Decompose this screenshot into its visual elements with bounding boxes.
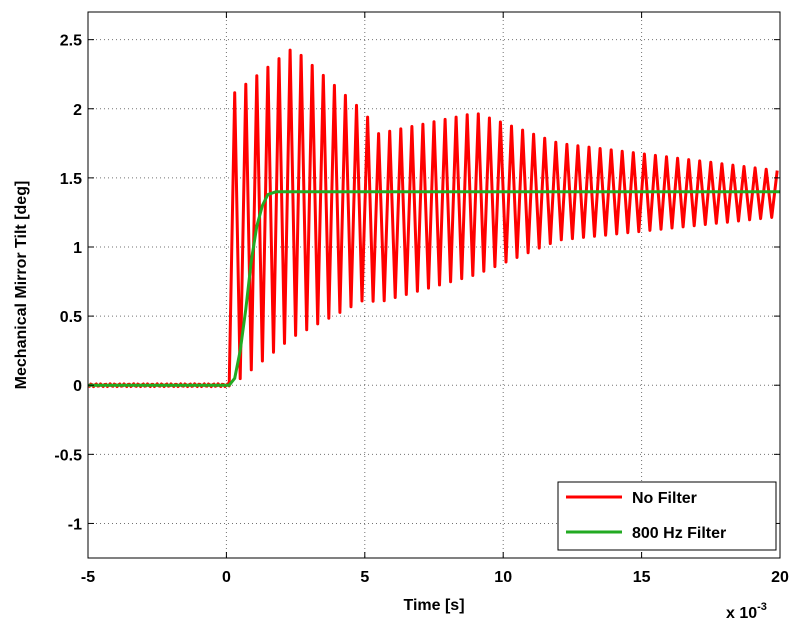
legend-box [557,481,777,551]
x-axis-label: Time [s] [403,597,464,614]
plot-frame [87,11,781,559]
series-line-800hz-filter [88,190,780,387]
y-tick-label: 0.5 [60,309,82,326]
y-tick-label: 2 [73,102,82,119]
x-axis-multiplier-exponent: -3 [757,601,767,613]
x-tick-label: 15 [633,569,651,586]
y-tick-label: 0 [73,378,82,395]
legend-label-no-filter: No Filter [632,490,697,507]
x-tick-label: -5 [81,569,95,586]
series-layer [87,48,780,389]
y-tick-label: -0.5 [54,447,82,464]
y-axis-label: Mechanical Mirror Tilt [deg] [13,181,30,390]
y-tick-label: 1 [73,240,82,257]
y-tick-label: 1.5 [60,171,82,188]
x-axis-multiplier: x 10-3 [726,601,767,622]
y-tick-label: -1 [68,516,82,533]
plot-area [88,12,780,558]
x-tick-label: 10 [494,569,512,586]
ticks: -5 0 5 10 15 20 -1 -0.5 0 0.5 1 1.5 2 2.5 [54,12,789,586]
legend-label-800hz-filter: 800 Hz Filter [632,525,726,542]
y-tick-label: 2.5 [60,33,82,50]
x-tick-label: 0 [222,569,231,586]
x-tick-label: 5 [360,569,369,586]
x-tick-label: 20 [771,569,789,586]
x-axis-multiplier-base: x 10 [726,605,757,622]
legend: No Filter 800 Hz Filter [557,481,777,551]
